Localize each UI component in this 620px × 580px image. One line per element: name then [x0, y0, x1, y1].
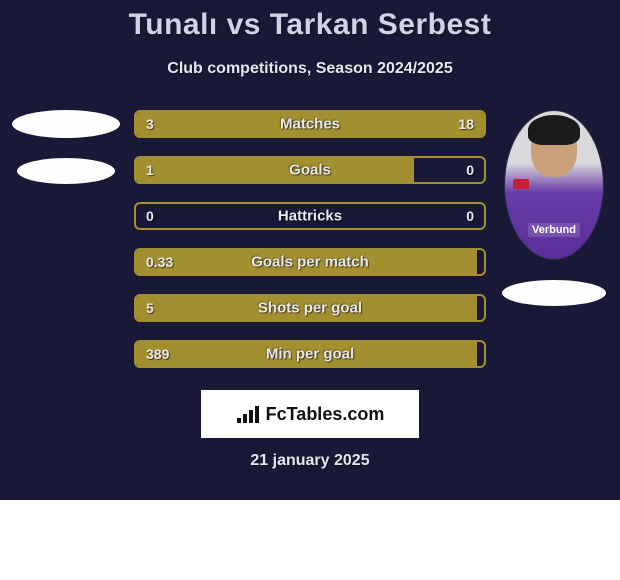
- player-left-col: [6, 110, 126, 184]
- page-subtitle: Club competitions, Season 2024/2025: [0, 60, 620, 78]
- stat-label: Goals per match: [251, 254, 369, 271]
- brand-text: FcTables.com: [266, 404, 385, 425]
- jersey-sponsor-text: Verbund: [528, 223, 580, 237]
- stat-value-right: 18: [458, 116, 474, 132]
- page-title: Tunalı vs Tarkan Serbest: [0, 8, 620, 42]
- player-right-col: Verbund: [494, 110, 614, 306]
- footer-date: 21 january 2025: [0, 452, 620, 470]
- player-left-avatar-placeholder-1: [12, 110, 120, 138]
- stat-fill-left: [136, 112, 185, 136]
- stat-bar: Matches 3 18: [134, 110, 486, 138]
- fctables-logo-icon: [236, 404, 262, 424]
- stat-bar: Goals 1 0: [134, 156, 486, 184]
- stat-fill-left: [136, 158, 414, 182]
- stat-value-right: 0: [466, 208, 474, 224]
- stat-fill-gap: [477, 250, 484, 274]
- comparison-card: Tunalı vs Tarkan Serbest Club competitio…: [0, 0, 620, 500]
- stat-label: Matches: [280, 116, 340, 133]
- stat-value-left: 1: [146, 162, 154, 178]
- stat-fill-gap: [477, 342, 484, 366]
- stat-value-left: 5: [146, 300, 154, 316]
- stat-bar: Goals per match 0.33: [134, 248, 486, 276]
- stat-fill-gap: [477, 296, 484, 320]
- stat-label: Hattricks: [278, 208, 342, 225]
- stat-bar: Shots per goal 5: [134, 294, 486, 322]
- brand-badge[interactable]: FcTables.com: [201, 390, 419, 438]
- player-right-avatar: Verbund: [504, 110, 604, 260]
- stat-bar: Hattricks 0 0: [134, 202, 486, 230]
- comparison-body: Matches 3 18 Goals 1 0 Hattricks 0 0 Goals per ma…: [0, 110, 620, 368]
- stat-value-left: 389: [146, 346, 169, 362]
- player-right-name-placeholder: [502, 280, 606, 306]
- player-left-avatar-placeholder-2: [17, 158, 115, 184]
- stat-value-left: 3: [146, 116, 154, 132]
- stat-label: Goals: [289, 162, 331, 179]
- stat-value-left: 0: [146, 208, 154, 224]
- stat-value-left: 0.33: [146, 254, 173, 270]
- stat-bar: Min per goal 389: [134, 340, 486, 368]
- stat-label: Min per goal: [266, 346, 354, 363]
- stat-bars-container: Matches 3 18 Goals 1 0 Hattricks 0 0 Goals per ma…: [126, 110, 494, 368]
- stat-value-right: 0: [466, 162, 474, 178]
- stat-label: Shots per goal: [258, 300, 362, 317]
- jersey-badge-icon: [513, 179, 529, 189]
